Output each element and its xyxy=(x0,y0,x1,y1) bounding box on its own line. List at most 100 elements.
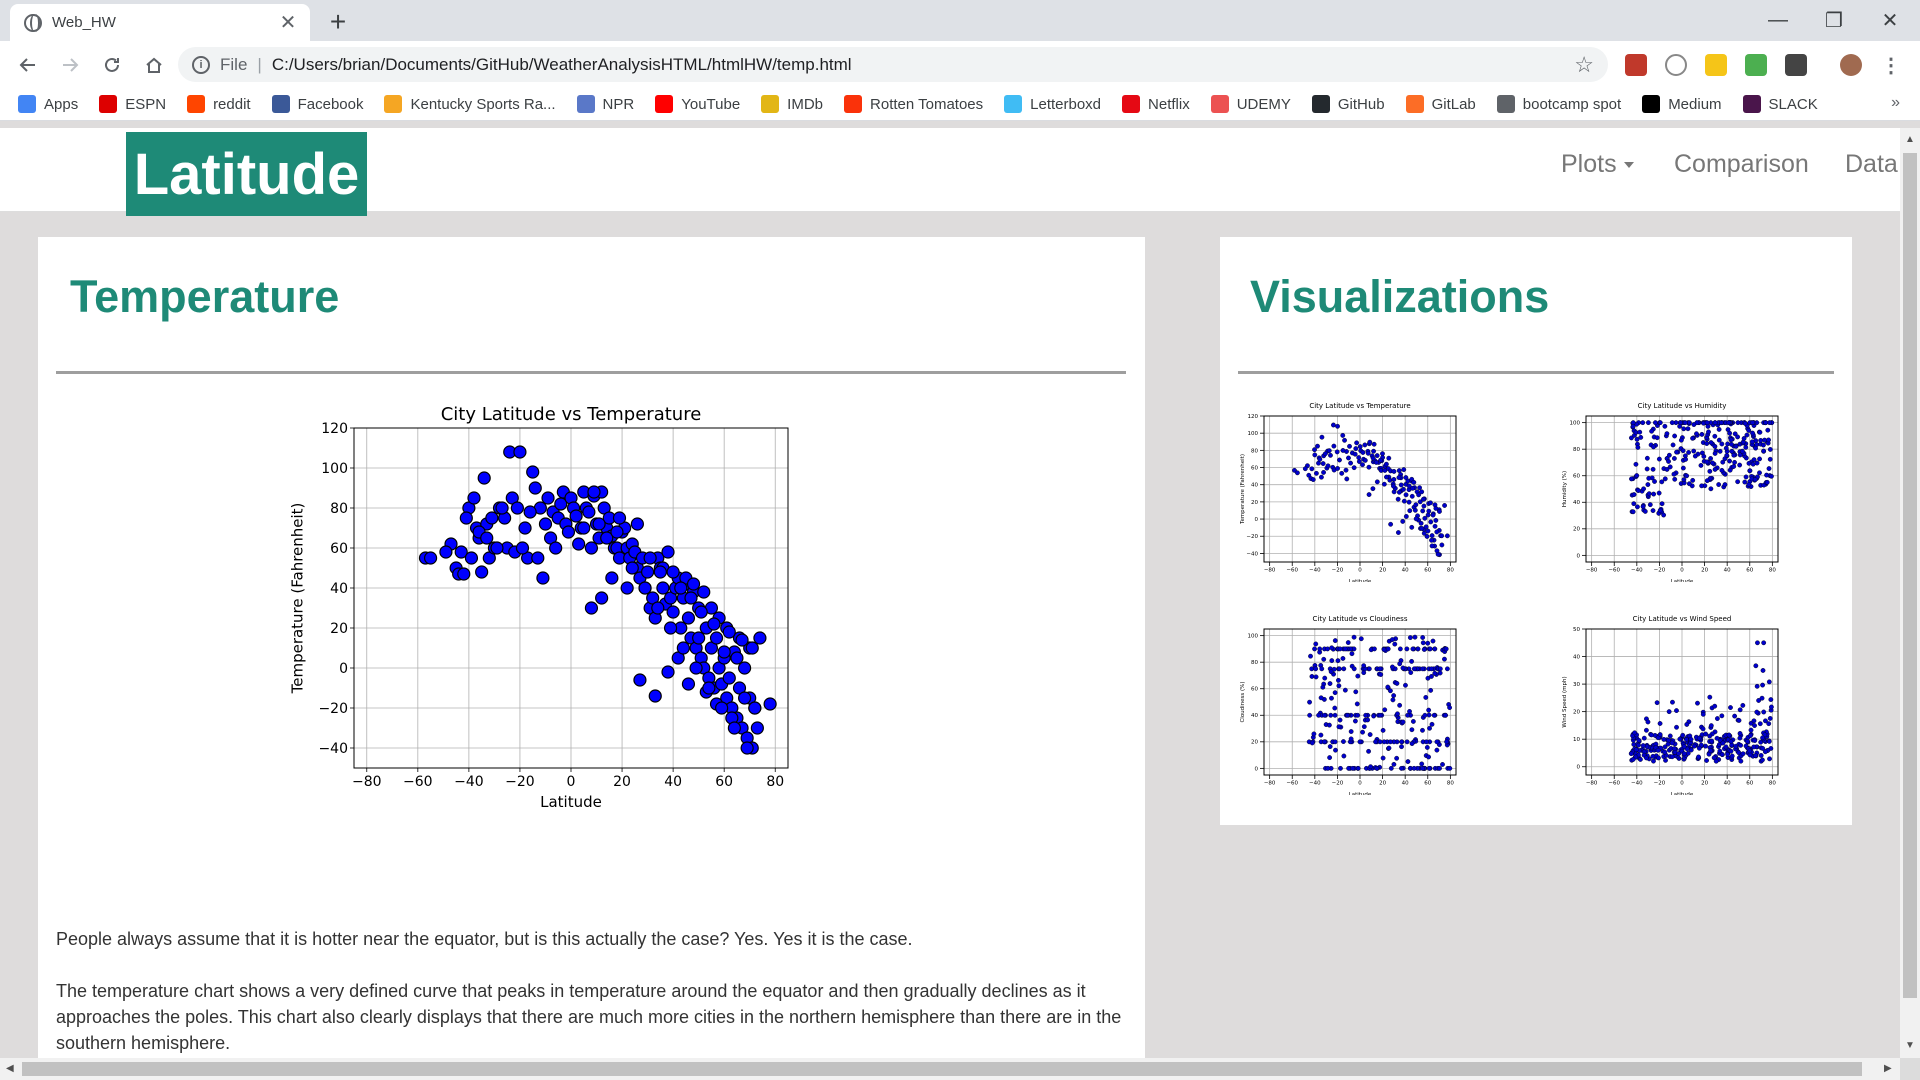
scrollbar-corner xyxy=(1900,1058,1920,1080)
data-point xyxy=(1671,471,1677,477)
menu-kebab-icon[interactable]: ⋮ xyxy=(1881,54,1901,77)
restore-button[interactable]: ❐ xyxy=(1825,9,1843,32)
data-point xyxy=(1320,461,1326,466)
nav-plots-dropdown[interactable]: Plots xyxy=(1561,150,1634,179)
data-point xyxy=(1719,752,1725,757)
x-tick-label: 80 xyxy=(1447,568,1454,574)
forward-button[interactable] xyxy=(54,49,86,81)
npr-icon xyxy=(576,95,595,113)
bookmark-star-icon[interactable]: ☆ xyxy=(1574,52,1594,77)
data-point xyxy=(1740,751,1746,757)
data-point xyxy=(1433,506,1439,511)
bookmark-item[interactable]: bootcamp spot xyxy=(1496,95,1621,113)
thumb-temperature-chart[interactable]: −80 −60 −40 −20 0 20 40 60 80 −40 −20 0 20 40 60 80 100 1… xyxy=(1228,402,1458,582)
bookmark-label: ESPN xyxy=(125,95,167,113)
url-text[interactable]: C:/Users/brian/Documents/GitHub/WeatherA… xyxy=(271,54,852,74)
data-point xyxy=(1389,637,1395,642)
vertical-scrollbar[interactable]: ▲ ▼ xyxy=(1900,128,1920,1058)
browser-tab[interactable]: Web_HW ✕ xyxy=(10,4,310,41)
plot-frame xyxy=(1585,415,1779,563)
y-tick-label: 10 xyxy=(1573,737,1580,743)
data-point xyxy=(1326,448,1332,454)
bookmark-item[interactable]: UDEMY xyxy=(1210,95,1291,113)
bookmark-item[interactable]: IMDb xyxy=(761,95,823,113)
bookmark-item[interactable]: Rotten Tomatoes xyxy=(844,95,983,113)
data-point xyxy=(1674,449,1679,455)
data-point xyxy=(1629,476,1634,482)
new-tab-button[interactable]: + xyxy=(329,6,347,37)
thumb-cloudiness-chart[interactable]: −80 −60 −40 −20 0 20 40 60 80 0 20 40 60 80 100 City La… xyxy=(1228,615,1458,795)
data-point xyxy=(1644,466,1650,472)
data-point xyxy=(1361,663,1367,669)
bookmarks-overflow-icon[interactable]: » xyxy=(1891,94,1900,111)
bookmark-item[interactable]: Letterboxd xyxy=(1004,95,1101,113)
data-point xyxy=(745,641,759,655)
data-point xyxy=(1395,711,1400,717)
info-icon[interactable]: i xyxy=(192,55,210,74)
horizontal-scroll-thumb[interactable] xyxy=(22,1062,1862,1076)
data-point xyxy=(1708,440,1714,445)
nav-data-link[interactable]: Data xyxy=(1845,150,1898,178)
bookmark-item[interactable]: reddit xyxy=(187,95,251,113)
x-tick-label: 0 xyxy=(1358,781,1362,787)
data-point xyxy=(748,701,762,715)
bookmark-item[interactable]: Kentucky Sports Ra... xyxy=(384,95,556,113)
back-button[interactable] xyxy=(12,49,44,81)
yellow-extension-icon[interactable] xyxy=(1705,54,1727,76)
scroll-left-arrow-icon[interactable]: ◀ xyxy=(6,1063,14,1074)
bookmark-item[interactable]: Medium xyxy=(1642,95,1722,113)
data-point xyxy=(1413,516,1419,522)
io-extension-icon[interactable] xyxy=(1785,54,1807,76)
data-point xyxy=(1680,448,1686,454)
data-point xyxy=(1349,651,1355,657)
data-point xyxy=(1388,739,1393,745)
bookmark-item[interactable]: Apps xyxy=(18,95,78,113)
data-point xyxy=(1309,666,1315,672)
reload-button[interactable] xyxy=(96,49,128,81)
data-point xyxy=(1761,442,1766,448)
y-tick-label: 60 xyxy=(1573,474,1580,480)
brand-logo[interactable]: Latitude xyxy=(126,132,367,216)
data-point xyxy=(1386,745,1392,751)
address-bar[interactable]: i File | C:/Users/brian/Documents/GitHub… xyxy=(178,47,1608,82)
data-point xyxy=(1360,462,1365,468)
scroll-down-arrow-icon[interactable]: ▼ xyxy=(1905,1040,1915,1051)
plot-frame xyxy=(353,427,789,769)
x-tick-label: −20 xyxy=(1332,568,1344,574)
thumb-wind-speed-chart[interactable]: −80 −60 −40 −20 0 20 40 60 80 0 10 20 30 40 50 City Lat… xyxy=(1550,615,1780,795)
bookmark-item[interactable]: ESPN xyxy=(99,95,166,113)
scroll-up-arrow-icon[interactable]: ▲ xyxy=(1905,134,1915,145)
data-point xyxy=(1636,742,1641,748)
data-point xyxy=(1434,529,1440,535)
home-button[interactable] xyxy=(138,49,170,81)
thumb-humidity-chart[interactable]: −80 −60 −40 −20 0 20 40 60 80 0 20 40 60 80 100 City La… xyxy=(1550,402,1780,582)
nav-comparison-link[interactable]: Comparison xyxy=(1674,150,1809,178)
data-point xyxy=(1417,499,1423,505)
data-point xyxy=(1714,716,1720,721)
bookmark-item[interactable]: Netflix xyxy=(1122,95,1190,113)
tab-close-button[interactable]: ✕ xyxy=(279,12,297,34)
vertical-scroll-thumb[interactable] xyxy=(1903,153,1917,998)
ublock-extension-icon[interactable] xyxy=(1625,54,1647,76)
avatar[interactable] xyxy=(1840,54,1862,76)
bookmark-item[interactable]: YouTube xyxy=(655,95,740,113)
bookmark-item[interactable]: Facebook xyxy=(271,95,363,113)
cors-extension-icon[interactable] xyxy=(1745,54,1767,76)
minimize-button[interactable]: — xyxy=(1768,8,1788,31)
x-tick-label: −40 xyxy=(454,774,484,790)
data-point xyxy=(1366,666,1372,672)
bookmark-item[interactable]: NPR xyxy=(576,95,634,113)
data-point xyxy=(1332,739,1338,745)
data-point xyxy=(1437,509,1442,514)
data-point xyxy=(1630,757,1636,762)
data-point xyxy=(1738,742,1744,748)
bookmark-item[interactable]: SLACK xyxy=(1742,95,1818,113)
horizontal-scrollbar[interactable]: ◀ ▶ xyxy=(0,1058,1900,1080)
bookmark-item[interactable]: GitLab xyxy=(1405,95,1476,113)
close-window-button[interactable]: ✕ xyxy=(1881,9,1899,32)
scroll-right-arrow-icon[interactable]: ▶ xyxy=(1884,1063,1892,1074)
circle-extension-icon[interactable] xyxy=(1665,54,1687,76)
y-tick-label: 80 xyxy=(1251,448,1258,454)
bookmark-item[interactable]: GitHub xyxy=(1311,95,1385,113)
data-point xyxy=(1761,640,1767,646)
